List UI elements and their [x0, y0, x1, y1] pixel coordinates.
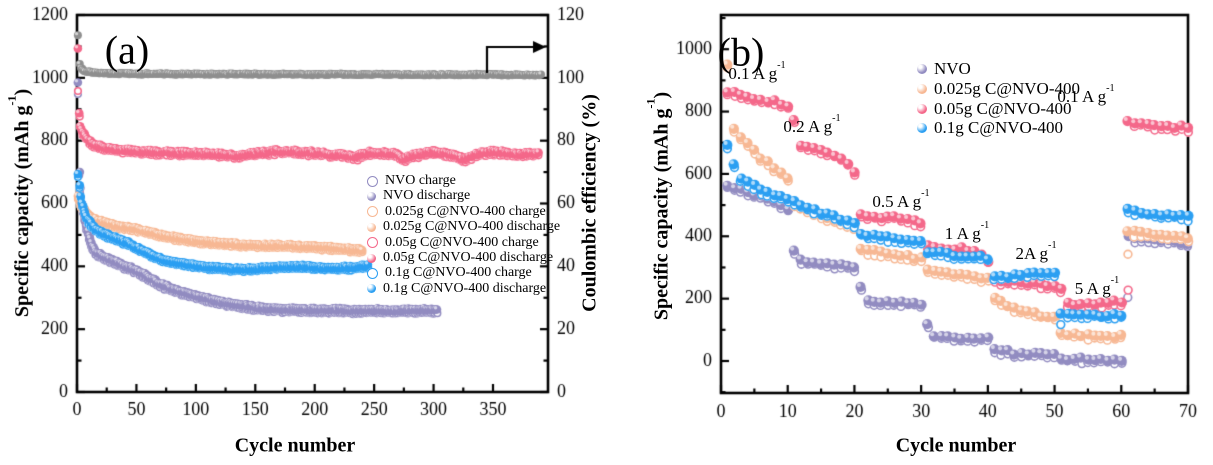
- filled-circle-marker-icon: [367, 253, 376, 263]
- panel-a-ylabel-right: Coulombic efficiency (%): [578, 94, 601, 312]
- rate-annotation-4: 2A g-1: [1015, 240, 1056, 264]
- legend-b-item-3: 0.1g C@NVO-400: [917, 118, 1063, 138]
- rate-annotation-text: 0.2 A g: [783, 117, 833, 136]
- rate-annotation-text: 0.1 A g: [728, 64, 778, 83]
- rate-annotation-text: 1 A g: [944, 224, 981, 243]
- rate-annotation-0: 0.1 A g-1: [728, 60, 785, 84]
- legend-b-label: 0.025g C@NVO-400: [934, 78, 1080, 98]
- panel-b-label: (b): [717, 29, 765, 75]
- panel-b-ylabel: Specific capacity (mAh g-1): [643, 92, 674, 321]
- filled-circle-marker-icon: [367, 222, 376, 232]
- rate-annotation-text: 5 A g: [1074, 279, 1111, 298]
- panel-a-ylabel-left-text: Specific capacity (mAh g: [11, 105, 34, 318]
- legend-b-label: NVO: [934, 59, 971, 78]
- legend-a-label: 0.1g C@NVO-400 discharge: [383, 280, 547, 296]
- rate-annotation-text: 2A g: [1015, 244, 1049, 263]
- filled-circle-marker-icon: [917, 83, 927, 94]
- filled-circle-marker-icon: [917, 64, 927, 74]
- rate-annotation-sup: -1: [1106, 82, 1115, 94]
- legend-b-label: 0.1g C@NVO-400: [934, 118, 1063, 138]
- panel-a-ylabel-left: Specific capacity (mAh g-1): [4, 89, 35, 318]
- rate-annotation-3: 1 A g-1: [944, 220, 989, 244]
- panel-b-ylabel-sup: -1: [643, 98, 658, 109]
- legend-a-label: 0.025g C@NVO-400 charge: [385, 203, 546, 219]
- rate-annotation-5: 5 A g-1: [1074, 275, 1119, 299]
- open-circle-marker-icon: [367, 267, 378, 279]
- legend-a-item-0: NVO charge: [367, 173, 456, 189]
- filled-circle-marker-icon: [367, 284, 376, 294]
- legend-a-item-1: NVO discharge: [367, 188, 470, 204]
- rate-annotation-sup: -1: [777, 59, 786, 71]
- legend-a-item-4: 0.05g C@NVO-400 charge: [367, 235, 539, 251]
- legend-b-item-1: 0.025g C@NVO-400: [917, 79, 1080, 99]
- rate-annotation-sup: -1: [1048, 239, 1057, 251]
- legend-a-label: NVO discharge: [383, 188, 471, 204]
- open-circle-marker-icon: [367, 206, 378, 218]
- filled-circle-marker-icon: [917, 123, 927, 134]
- legend-a-label: NVO charge: [385, 173, 456, 188]
- filled-circle-marker-icon: [367, 191, 376, 201]
- legend-b-item-2: 0.05g C@NVO-400: [917, 99, 1072, 119]
- legend-a-item-6: 0.1g C@NVO-400 charge: [367, 265, 532, 281]
- legend-b-label: 0.05g C@NVO-400: [934, 98, 1072, 118]
- open-circle-marker-icon: [367, 175, 378, 187]
- legend-a-item-3: 0.025g C@NVO-400 discharge: [367, 219, 560, 235]
- rate-annotation-2: 0.5 A g-1: [872, 188, 929, 212]
- rate-annotation-sup: -1: [921, 187, 930, 199]
- panel-b-xlabel: Cycle number: [895, 434, 1017, 457]
- rate-annotation-sup: -1: [980, 219, 990, 231]
- rate-annotation-sup: -1: [832, 112, 841, 124]
- open-circle-marker-icon: [367, 237, 378, 249]
- legend-a-item-7: 0.1g C@NVO-400 discharge: [367, 281, 546, 297]
- legend-a-label: 0.025g C@NVO-400 discharge: [383, 219, 561, 235]
- panel-a-xlabel: Cycle number: [234, 434, 356, 457]
- rate-annotation-sup: -1: [1110, 274, 1120, 286]
- legend-a-label: 0.1g C@NVO-400 charge: [385, 265, 532, 281]
- rate-annotation-6: 0.1 A g-1: [1057, 83, 1114, 107]
- legend-a-label: 0.05g C@NVO-400 charge: [385, 234, 539, 250]
- panel-a-ylabel-left-sup: -1: [4, 95, 19, 106]
- rate-annotation-text: 0.1 A g: [1057, 87, 1107, 106]
- filled-circle-marker-icon: [917, 103, 927, 114]
- rate-annotation-1: 0.2 A g-1: [783, 113, 840, 137]
- legend-a-item-5: 0.05g C@NVO-400 discharge: [367, 250, 553, 266]
- panel-b-ylabel-text: Specific capacity (mAh g: [650, 108, 673, 321]
- panel-a-label: (a): [104, 27, 150, 73]
- rate-annotation-text: 0.5 A g: [872, 192, 922, 211]
- legend-a-item-2: 0.025g C@NVO-400 charge: [367, 204, 546, 220]
- legend-b-item-0: NVO: [917, 59, 971, 79]
- legend-a-label: 0.05g C@NVO-400 discharge: [383, 250, 554, 265]
